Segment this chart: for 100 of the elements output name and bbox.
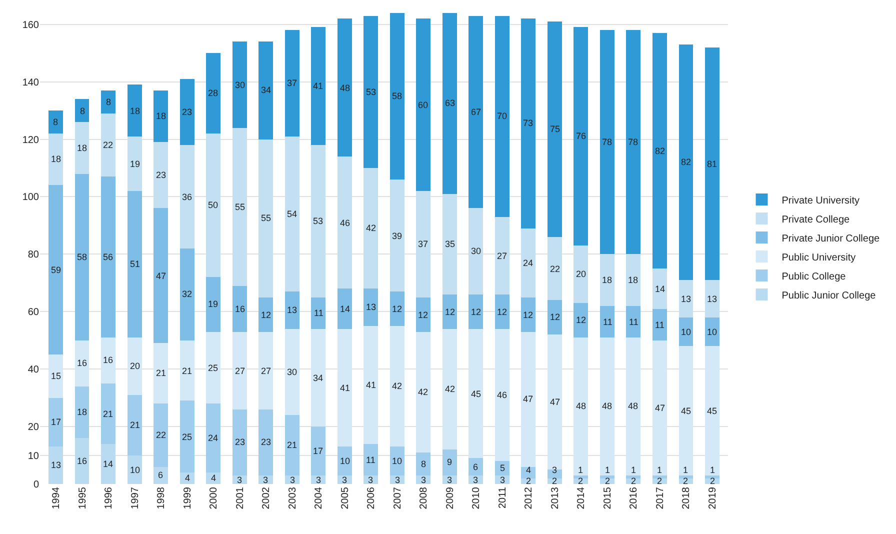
data-label: 46: [497, 390, 508, 400]
x-tick-label: 2005: [340, 486, 351, 510]
data-label: 13: [366, 302, 376, 312]
bar: [311, 328, 326, 427]
data-label: 10: [340, 456, 350, 466]
bar: [442, 450, 457, 476]
bar: [180, 78, 194, 146]
data-label: 8: [421, 459, 426, 469]
data-label: 63: [445, 98, 456, 108]
bar: [154, 142, 168, 208]
data-label: 2: [683, 476, 688, 486]
bar: [48, 398, 63, 447]
data-label: 4: [211, 473, 216, 483]
bar: [206, 53, 221, 134]
bar: [626, 337, 641, 476]
data-label: 1: [657, 465, 662, 475]
bar: [468, 208, 484, 294]
x-tick-label: 2010: [471, 486, 482, 510]
data-label: 12: [550, 312, 560, 322]
data-label: 45: [681, 406, 692, 416]
bar: [416, 332, 431, 452]
data-label: 21: [287, 440, 298, 450]
bar: [574, 337, 588, 476]
data-label: 27: [497, 251, 508, 261]
bar: [390, 446, 404, 476]
bar: [600, 337, 614, 476]
data-label: 55: [235, 202, 246, 212]
data-label: 21: [130, 420, 140, 430]
data-label: 18: [602, 275, 612, 285]
bar: [442, 12, 457, 194]
data-label: 78: [628, 137, 638, 147]
data-label: 76: [576, 131, 586, 141]
bar: [442, 328, 457, 450]
bar: [74, 174, 90, 340]
x-tick-label: 2008: [418, 486, 430, 510]
data-label: 22: [103, 140, 114, 150]
bar: [390, 179, 404, 292]
bar: [416, 190, 431, 298]
data-label: 47: [523, 394, 534, 404]
data-label: 28: [208, 88, 218, 98]
bar: [180, 472, 194, 484]
bar: [232, 286, 247, 332]
bar: [101, 337, 116, 384]
x-tick-label: 2002: [261, 486, 272, 510]
bar: [600, 306, 614, 338]
data-label: 21: [103, 409, 114, 419]
bar: [626, 254, 641, 306]
data-label: 12: [497, 307, 508, 317]
bar: [416, 452, 431, 476]
data-label: 4: [185, 473, 190, 483]
data-label: 70: [497, 111, 508, 121]
bar: [337, 288, 352, 329]
data-label: 42: [418, 387, 428, 397]
bar: [416, 18, 431, 191]
bar: [74, 122, 90, 174]
data-label: 37: [418, 239, 428, 249]
data-label: 18: [77, 143, 88, 153]
data-label: 60: [418, 100, 428, 110]
bar: [678, 280, 694, 318]
bar: [678, 346, 694, 476]
data-label: 42: [445, 384, 456, 394]
bar: [705, 346, 720, 476]
bar: [547, 21, 562, 237]
bar: [390, 326, 404, 447]
bar: [364, 168, 378, 289]
bar: [284, 415, 300, 476]
bar: [442, 194, 457, 294]
bar: [337, 18, 352, 157]
data-label: 12: [392, 304, 402, 314]
bar: [364, 444, 378, 476]
legend-label: Public College: [782, 271, 846, 282]
data-label: 3: [552, 465, 558, 475]
bar: [705, 280, 720, 318]
x-tick-label: 2014: [576, 486, 588, 510]
data-label: 27: [261, 366, 272, 376]
data-label: 35: [445, 239, 456, 249]
bar: [284, 292, 300, 329]
data-label: 3: [395, 475, 400, 485]
y-tick-label: 10: [28, 450, 40, 462]
bar: [74, 340, 90, 386]
bar: [101, 383, 116, 444]
y-tick-label: 20: [28, 422, 40, 434]
y-tick-label: 80: [28, 250, 40, 261]
x-tick-label: 2007: [392, 486, 404, 510]
data-label: 14: [103, 459, 114, 469]
bar: [127, 190, 142, 338]
data-label: 13: [51, 460, 62, 470]
data-label: 12: [261, 310, 272, 320]
data-label: 15: [51, 371, 62, 381]
data-label: 23: [156, 170, 166, 180]
data-label: 8: [106, 97, 112, 107]
bar: [652, 340, 667, 476]
bar: [521, 297, 536, 332]
data-label: 30: [471, 246, 482, 256]
x-tick-label: 2011: [497, 486, 508, 509]
data-label: 18: [51, 154, 62, 164]
x-tick-label: 2015: [602, 486, 614, 510]
bar: [652, 268, 667, 309]
data-label: 13: [287, 305, 298, 315]
data-label: 30: [287, 367, 298, 377]
